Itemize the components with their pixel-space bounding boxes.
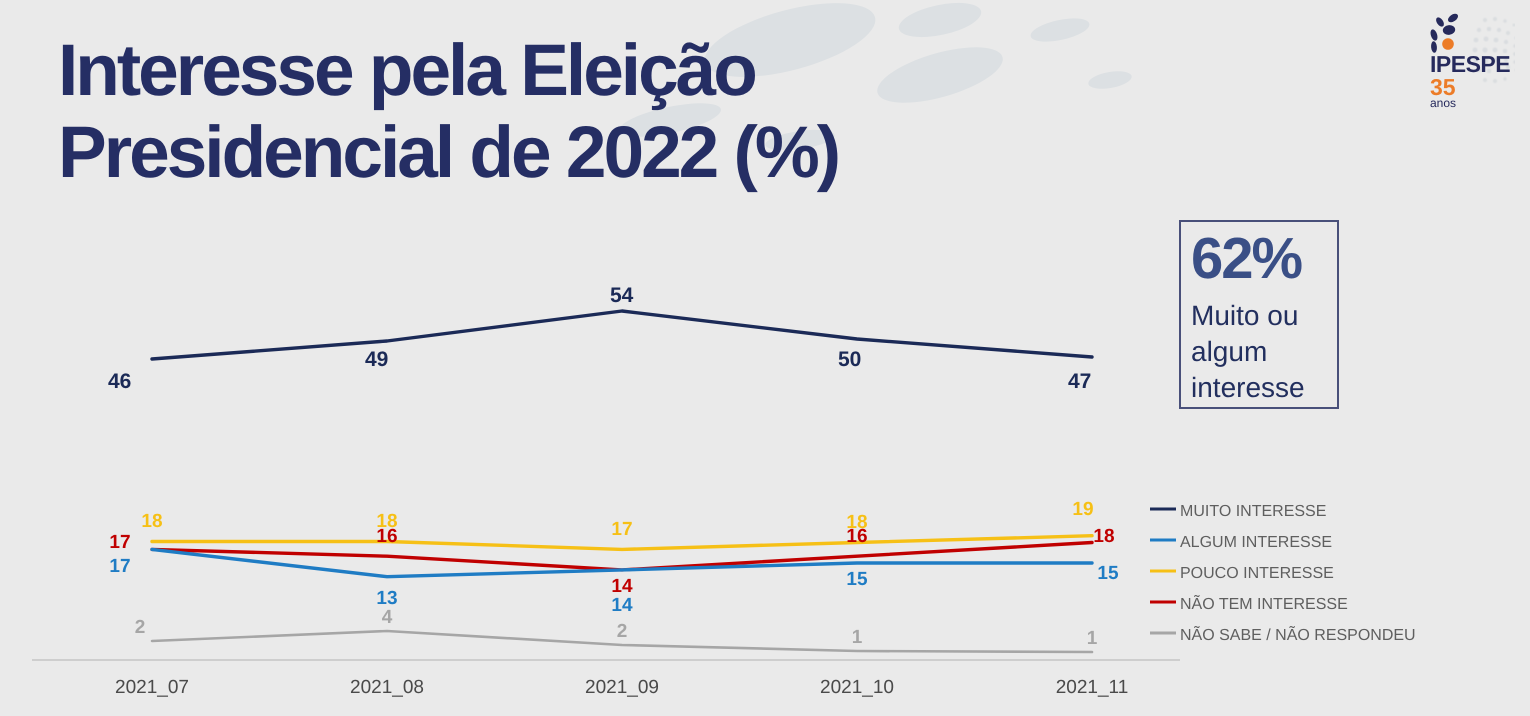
svg-text:15: 15 — [846, 569, 868, 590]
svg-text:2021_08: 2021_08 — [350, 677, 424, 698]
svg-text:17: 17 — [109, 532, 130, 553]
svg-text:2021_11: 2021_11 — [1056, 677, 1129, 698]
svg-text:MUITO INTERESSE: MUITO INTERESSE — [1180, 503, 1326, 520]
svg-text:ALGUM INTERESSE: ALGUM INTERESSE — [1180, 534, 1332, 551]
svg-text:POUCO INTERESSE: POUCO INTERESSE — [1180, 565, 1334, 582]
svg-text:2021_07: 2021_07 — [115, 677, 189, 698]
svg-text:2: 2 — [135, 617, 146, 638]
svg-text:18: 18 — [1093, 526, 1114, 547]
svg-text:14: 14 — [611, 595, 633, 616]
svg-text:1: 1 — [1087, 628, 1098, 649]
svg-text:13: 13 — [376, 588, 397, 609]
svg-text:NÃO SABE / NÃO RESPONDEU: NÃO SABE / NÃO RESPONDEU — [1180, 625, 1416, 644]
svg-text:NÃO TEM INTERESSE: NÃO TEM INTERESSE — [1180, 594, 1348, 613]
svg-text:16: 16 — [376, 526, 397, 547]
svg-text:2: 2 — [617, 621, 628, 642]
svg-text:17: 17 — [109, 556, 130, 577]
svg-text:2021_10: 2021_10 — [820, 677, 894, 698]
svg-text:16: 16 — [846, 526, 867, 547]
svg-text:15: 15 — [1097, 563, 1119, 584]
svg-text:18: 18 — [141, 511, 162, 532]
svg-text:19: 19 — [1072, 499, 1093, 520]
svg-text:4: 4 — [382, 607, 393, 628]
svg-text:1: 1 — [852, 627, 863, 648]
svg-text:2021_09: 2021_09 — [585, 677, 659, 698]
svg-text:14: 14 — [611, 576, 633, 597]
svg-text:17: 17 — [611, 519, 632, 540]
